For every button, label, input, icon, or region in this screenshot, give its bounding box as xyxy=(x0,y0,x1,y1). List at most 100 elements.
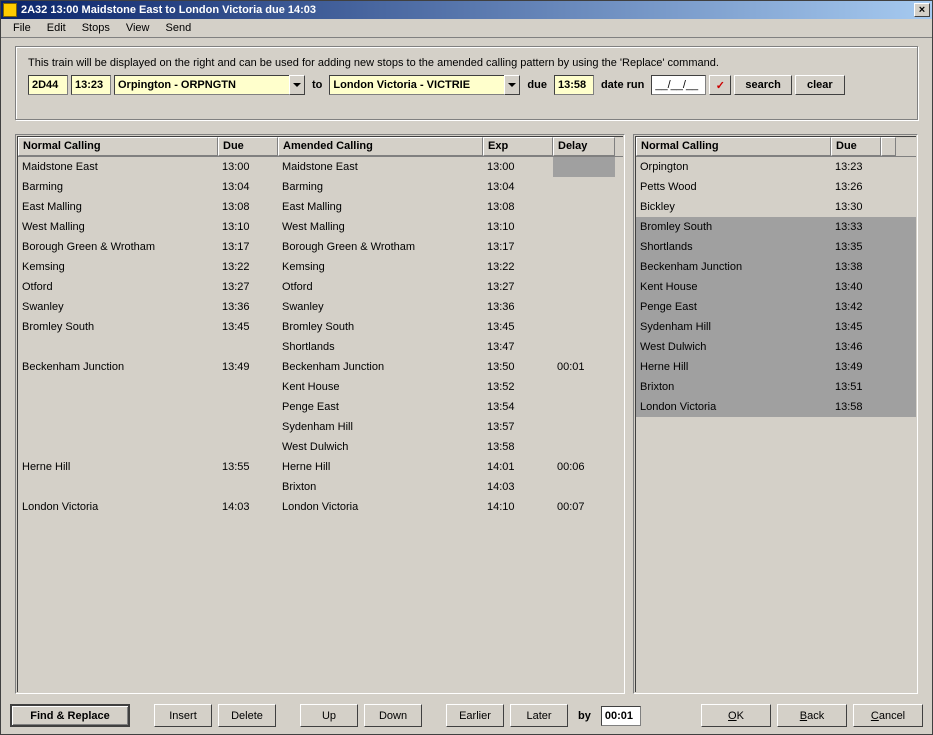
table-row[interactable]: West Dulwich13:58 xyxy=(18,437,623,457)
table-cell xyxy=(218,417,278,437)
table-cell xyxy=(553,317,615,337)
origin-input[interactable] xyxy=(114,75,289,95)
find-replace-button[interactable]: Find & Replace xyxy=(10,704,130,727)
table-cell: Kemsing xyxy=(278,257,483,277)
right-table-header: Normal Calling Due xyxy=(636,137,916,157)
table-row[interactable]: Sydenham Hill13:45 xyxy=(636,317,916,337)
table-cell: 13:45 xyxy=(831,317,896,337)
table-row[interactable]: Kent House13:52 xyxy=(18,377,623,397)
calling-pattern-panel: Normal Calling Due Amended Calling Exp D… xyxy=(15,134,625,694)
col-amended-calling[interactable]: Amended Calling xyxy=(278,137,483,156)
table-cell xyxy=(553,377,615,397)
table-cell: 13:42 xyxy=(831,297,896,317)
table-row[interactable]: Shortlands13:35 xyxy=(636,237,916,257)
table-cell: Borough Green & Wrotham xyxy=(18,237,218,257)
table-cell: Swanley xyxy=(18,297,218,317)
dest-dropdown[interactable] xyxy=(329,75,520,95)
down-button[interactable]: Down xyxy=(364,704,422,727)
table-row[interactable]: West Dulwich13:46 xyxy=(636,337,916,357)
menu-view[interactable]: View xyxy=(118,20,158,36)
table-row[interactable]: London Victoria13:58 xyxy=(636,397,916,417)
col-due[interactable]: Due xyxy=(218,137,278,156)
table-row[interactable]: Penge East13:42 xyxy=(636,297,916,317)
table-cell: West Dulwich xyxy=(636,337,831,357)
origin-dropdown-btn[interactable] xyxy=(289,75,305,95)
search-button[interactable]: search xyxy=(734,75,791,95)
table-row[interactable]: Barming13:04Barming13:04 xyxy=(18,177,623,197)
table-cell xyxy=(553,337,615,357)
table-row[interactable]: West Malling13:10West Malling13:10 xyxy=(18,217,623,237)
table-cell: West Malling xyxy=(278,217,483,237)
table-row[interactable]: Orpington13:23 xyxy=(636,157,916,177)
menu-send[interactable]: Send xyxy=(158,20,200,36)
headcode-input[interactable] xyxy=(28,75,68,95)
time-input[interactable] xyxy=(71,75,111,95)
table-row[interactable]: Bickley13:30 xyxy=(636,197,916,217)
delete-button[interactable]: Delete xyxy=(218,704,276,727)
check-icon[interactable]: ✓ xyxy=(709,75,731,95)
table-row[interactable]: Bromley South13:45Bromley South13:45 xyxy=(18,317,623,337)
table-row[interactable]: Herne Hill13:55Herne Hill14:0100:06 xyxy=(18,457,623,477)
earlier-button[interactable]: Earlier xyxy=(446,704,504,727)
table-cell: London Victoria xyxy=(636,397,831,417)
table-row[interactable]: London Victoria14:03London Victoria14:10… xyxy=(18,497,623,517)
table-row[interactable]: Beckenham Junction13:38 xyxy=(636,257,916,277)
table-cell: 13:50 xyxy=(483,357,553,377)
origin-dropdown[interactable] xyxy=(114,75,305,95)
close-button[interactable]: × xyxy=(914,3,930,17)
col-normal-calling[interactable]: Normal Calling xyxy=(18,137,218,156)
table-row[interactable]: Bromley South13:33 xyxy=(636,217,916,237)
table-row[interactable]: Kemsing13:22Kemsing13:22 xyxy=(18,257,623,277)
table-cell: Bromley South xyxy=(278,317,483,337)
ok-button[interactable]: OK xyxy=(701,704,771,727)
table-cell: Otford xyxy=(278,277,483,297)
table-cell: 13:04 xyxy=(483,177,553,197)
by-label: by xyxy=(574,710,595,722)
table-cell: Sydenham Hill xyxy=(278,417,483,437)
table-row[interactable]: Borough Green & Wrotham13:17Borough Gree… xyxy=(18,237,623,257)
table-row[interactable]: East Malling13:08East Malling13:08 xyxy=(18,197,623,217)
cancel-button[interactable]: Cancel xyxy=(853,704,923,727)
col-normal-calling-r[interactable]: Normal Calling xyxy=(636,137,831,156)
table-cell: 14:03 xyxy=(483,477,553,497)
up-button[interactable]: Up xyxy=(300,704,358,727)
table-row[interactable]: Petts Wood13:26 xyxy=(636,177,916,197)
table-row[interactable]: Penge East13:54 xyxy=(18,397,623,417)
table-row[interactable]: Kent House13:40 xyxy=(636,277,916,297)
table-row[interactable]: Shortlands13:47 xyxy=(18,337,623,357)
back-button[interactable]: Back xyxy=(777,704,847,727)
table-row[interactable]: Brixton13:51 xyxy=(636,377,916,397)
menu-edit[interactable]: Edit xyxy=(39,20,74,36)
table-row[interactable]: Herne Hill13:49 xyxy=(636,357,916,377)
table-row[interactable]: Beckenham Junction13:49Beckenham Junctio… xyxy=(18,357,623,377)
table-row[interactable]: Swanley13:36Swanley13:36 xyxy=(18,297,623,317)
date-run-input[interactable] xyxy=(651,75,706,95)
due-time-input[interactable] xyxy=(554,75,594,95)
table-cell: 13:51 xyxy=(831,377,896,397)
table-cell: Kent House xyxy=(636,277,831,297)
table-cell xyxy=(553,397,615,417)
insert-button[interactable]: Insert xyxy=(154,704,212,727)
menu-file[interactable]: File xyxy=(5,20,39,36)
table-cell: 13:36 xyxy=(218,297,278,317)
table-row[interactable]: Brixton14:03 xyxy=(18,477,623,497)
table-cell: Borough Green & Wrotham xyxy=(278,237,483,257)
table-cell: Barming xyxy=(278,177,483,197)
by-input[interactable] xyxy=(601,706,641,726)
table-row[interactable]: Maidstone East13:00Maidstone East13:00 xyxy=(18,157,623,177)
table-cell: 13:45 xyxy=(483,317,553,337)
table-cell: West Dulwich xyxy=(278,437,483,457)
col-exp[interactable]: Exp xyxy=(483,137,553,156)
col-delay[interactable]: Delay xyxy=(553,137,615,156)
table-row[interactable]: Sydenham Hill13:57 xyxy=(18,417,623,437)
table-cell xyxy=(18,417,218,437)
dest-input[interactable] xyxy=(329,75,504,95)
col-due-r[interactable]: Due xyxy=(831,137,881,156)
table-cell xyxy=(218,437,278,457)
menu-stops[interactable]: Stops xyxy=(74,20,118,36)
later-button[interactable]: Later xyxy=(510,704,568,727)
table-row[interactable]: Otford13:27Otford13:27 xyxy=(18,277,623,297)
clear-button[interactable]: clear xyxy=(795,75,845,95)
table-cell: Swanley xyxy=(278,297,483,317)
dest-dropdown-btn[interactable] xyxy=(504,75,520,95)
